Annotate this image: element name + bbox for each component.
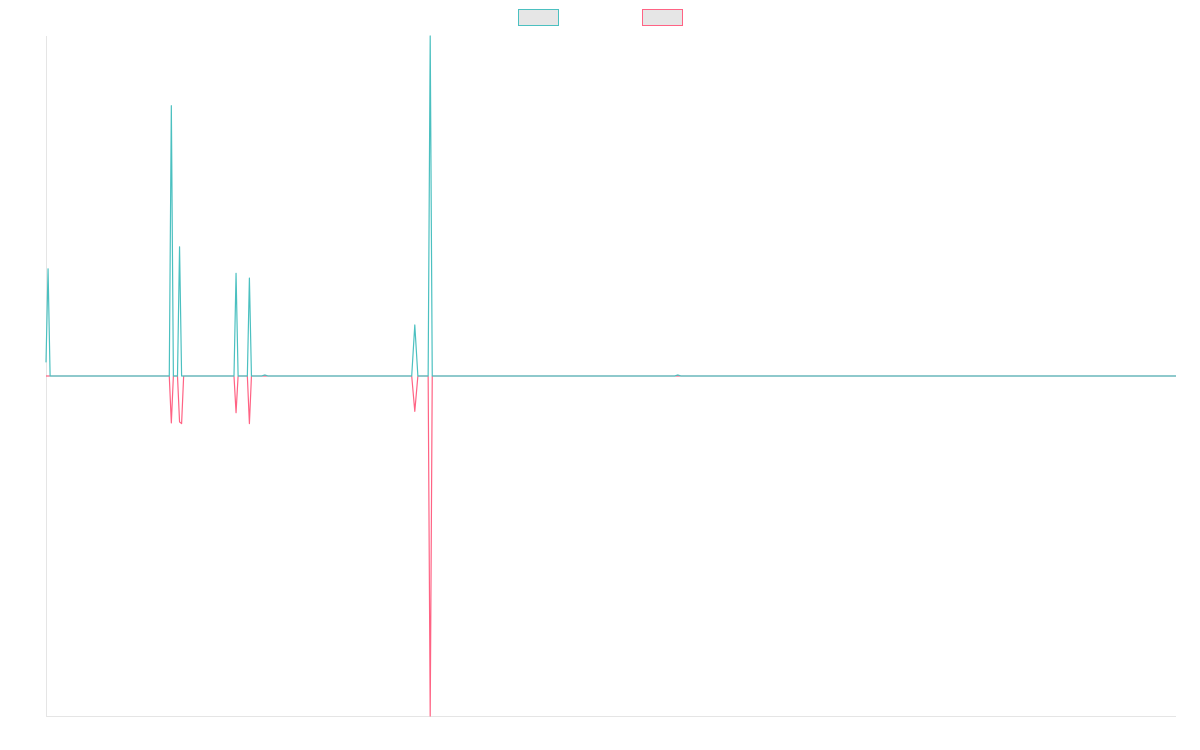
series-line-1 [45, 35, 1176, 377]
series-line-2 [46, 375, 1176, 717]
legend-swatch-1 [518, 9, 559, 26]
plot-area [45, 35, 1176, 717]
legend [518, 9, 683, 26]
legend-swatch-2 [642, 9, 683, 26]
